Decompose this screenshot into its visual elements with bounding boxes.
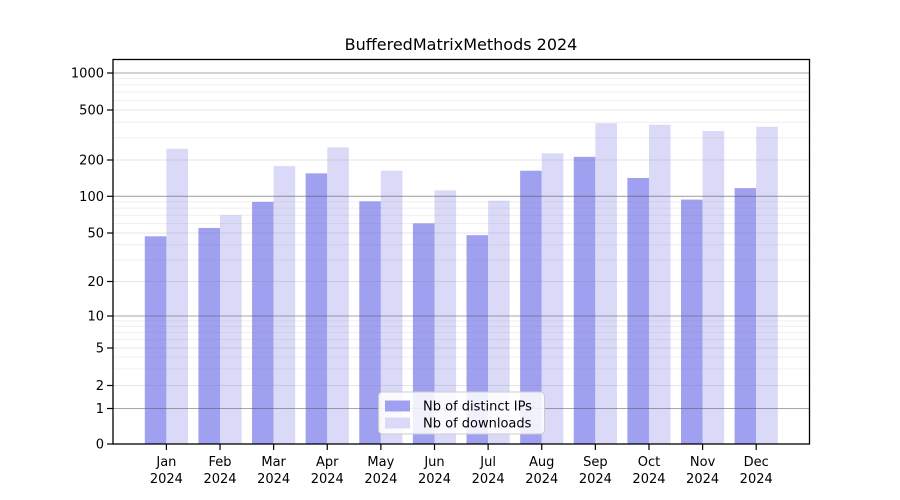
x-axis: Jan 2024 Feb 2024 Mar 2024 Apr 2024 May 2024 Jun 20… xyxy=(150,444,773,487)
bar-downloads-mar xyxy=(273,166,296,445)
legend-label-distinct-ips: Nb of distinct IPs xyxy=(423,400,532,415)
x-tick-label: May 2024 xyxy=(364,455,397,487)
x-tick-label: Oct 2024 xyxy=(632,455,665,487)
gridlines-layer xyxy=(113,72,810,410)
x-tick-label: Feb 2024 xyxy=(203,455,236,487)
y-tick-label: 20 xyxy=(87,275,104,290)
x-tick-label: Sep 2024 xyxy=(579,455,612,487)
bar-downloads-sep xyxy=(595,123,617,445)
y-tick-label: 1000 xyxy=(71,67,104,82)
x-tick-label: Jun 2024 xyxy=(418,455,451,487)
y-tick-label: 50 xyxy=(87,227,104,242)
bar-downloads-feb xyxy=(220,215,242,444)
legend: Nb of distinct IPs Nb of downloads xyxy=(378,391,545,435)
legend-swatch-downloads xyxy=(385,417,410,429)
legend-swatch-distinct-ips xyxy=(385,400,410,412)
y-tick-label: 1 xyxy=(96,402,104,417)
y-axis: 0 1 2 5 10 20 50 100 200 500 1000 xyxy=(71,67,113,453)
legend-box xyxy=(378,391,545,435)
plot-frame xyxy=(112,58,811,445)
y-tick-label: 500 xyxy=(79,104,104,119)
bar-downloads-apr xyxy=(327,147,349,444)
x-tick-label: Dec 2024 xyxy=(740,455,773,487)
bar-distinct-ips-aug xyxy=(520,170,542,445)
bar-distinct-ips-jan xyxy=(144,236,167,444)
y-tick-label: 5 xyxy=(96,342,104,357)
chart-title: BufferedMatrixMethods 2024 xyxy=(345,35,578,54)
bars-layer xyxy=(144,123,778,445)
bar-distinct-ips-may xyxy=(359,201,381,444)
bar-distinct-ips-sep xyxy=(573,156,596,445)
y-tick-label: 2 xyxy=(96,379,104,394)
bar-downloads-dec xyxy=(756,126,778,445)
x-tick-label: Jul 2024 xyxy=(472,455,505,487)
y-tick-label: 10 xyxy=(87,310,104,325)
x-tick-label: Mar 2024 xyxy=(257,455,290,487)
x-tick-label: Aug 2024 xyxy=(525,455,558,487)
bar-distinct-ips-jun xyxy=(412,223,435,444)
x-tick-label: Jan 2024 xyxy=(150,455,183,487)
bar-distinct-ips-mar xyxy=(252,201,274,444)
bar-downloads-may xyxy=(380,170,403,445)
bar-downloads-jun xyxy=(434,190,457,444)
bar-downloads-aug xyxy=(541,153,564,444)
bar-downloads-jan xyxy=(166,148,188,445)
bar-downloads-oct xyxy=(648,124,671,445)
bar-downloads-jul xyxy=(488,200,510,444)
bar-distinct-ips-nov xyxy=(681,199,703,444)
bar-downloads-nov xyxy=(702,131,725,444)
y-tick-label: 200 xyxy=(79,154,104,169)
y-tick-label: 100 xyxy=(79,190,104,205)
y-tick-label: 0 xyxy=(96,438,104,453)
bar-distinct-ips-apr xyxy=(305,173,328,444)
legend-label-downloads: Nb of downloads xyxy=(423,417,532,432)
x-tick-label: Nov 2024 xyxy=(686,455,719,487)
bar-distinct-ips-oct xyxy=(627,177,649,444)
bar-distinct-ips-feb xyxy=(198,227,221,444)
x-tick-label: Apr 2024 xyxy=(311,455,344,487)
